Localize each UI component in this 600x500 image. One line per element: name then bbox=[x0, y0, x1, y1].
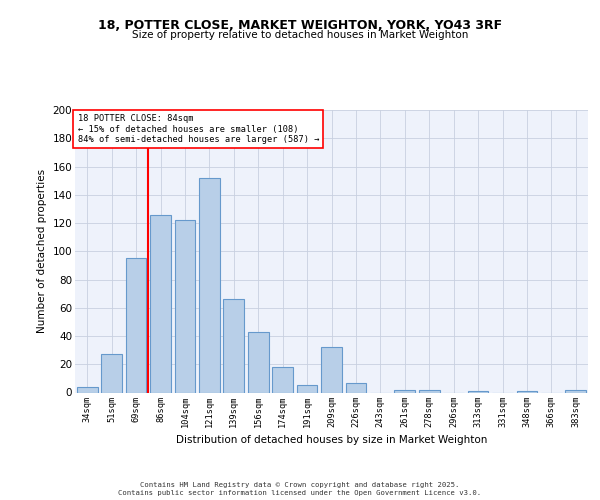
Bar bbox=[175, 220, 196, 392]
Bar bbox=[467, 391, 488, 392]
Bar bbox=[565, 390, 586, 392]
Bar bbox=[101, 354, 122, 393]
Text: 18, POTTER CLOSE, MARKET WEIGHTON, YORK, YO43 3RF: 18, POTTER CLOSE, MARKET WEIGHTON, YORK,… bbox=[98, 19, 502, 32]
Text: Size of property relative to detached houses in Market Weighton: Size of property relative to detached ho… bbox=[132, 30, 468, 40]
Bar bbox=[517, 391, 538, 392]
Bar bbox=[125, 258, 146, 392]
X-axis label: Distribution of detached houses by size in Market Weighton: Distribution of detached houses by size … bbox=[176, 435, 487, 445]
Y-axis label: Number of detached properties: Number of detached properties bbox=[37, 169, 47, 334]
Bar bbox=[223, 300, 244, 392]
Bar bbox=[419, 390, 440, 392]
Bar bbox=[346, 382, 367, 392]
Bar bbox=[248, 332, 269, 392]
Bar bbox=[150, 214, 171, 392]
Bar bbox=[272, 367, 293, 392]
Text: 18 POTTER CLOSE: 84sqm
← 15% of detached houses are smaller (108)
84% of semi-de: 18 POTTER CLOSE: 84sqm ← 15% of detached… bbox=[77, 114, 319, 144]
Bar bbox=[296, 386, 317, 392]
Bar bbox=[199, 178, 220, 392]
Bar bbox=[394, 390, 415, 392]
Text: Contains HM Land Registry data © Crown copyright and database right 2025.
Contai: Contains HM Land Registry data © Crown c… bbox=[118, 482, 482, 496]
Bar bbox=[77, 387, 98, 392]
Bar bbox=[321, 348, 342, 393]
